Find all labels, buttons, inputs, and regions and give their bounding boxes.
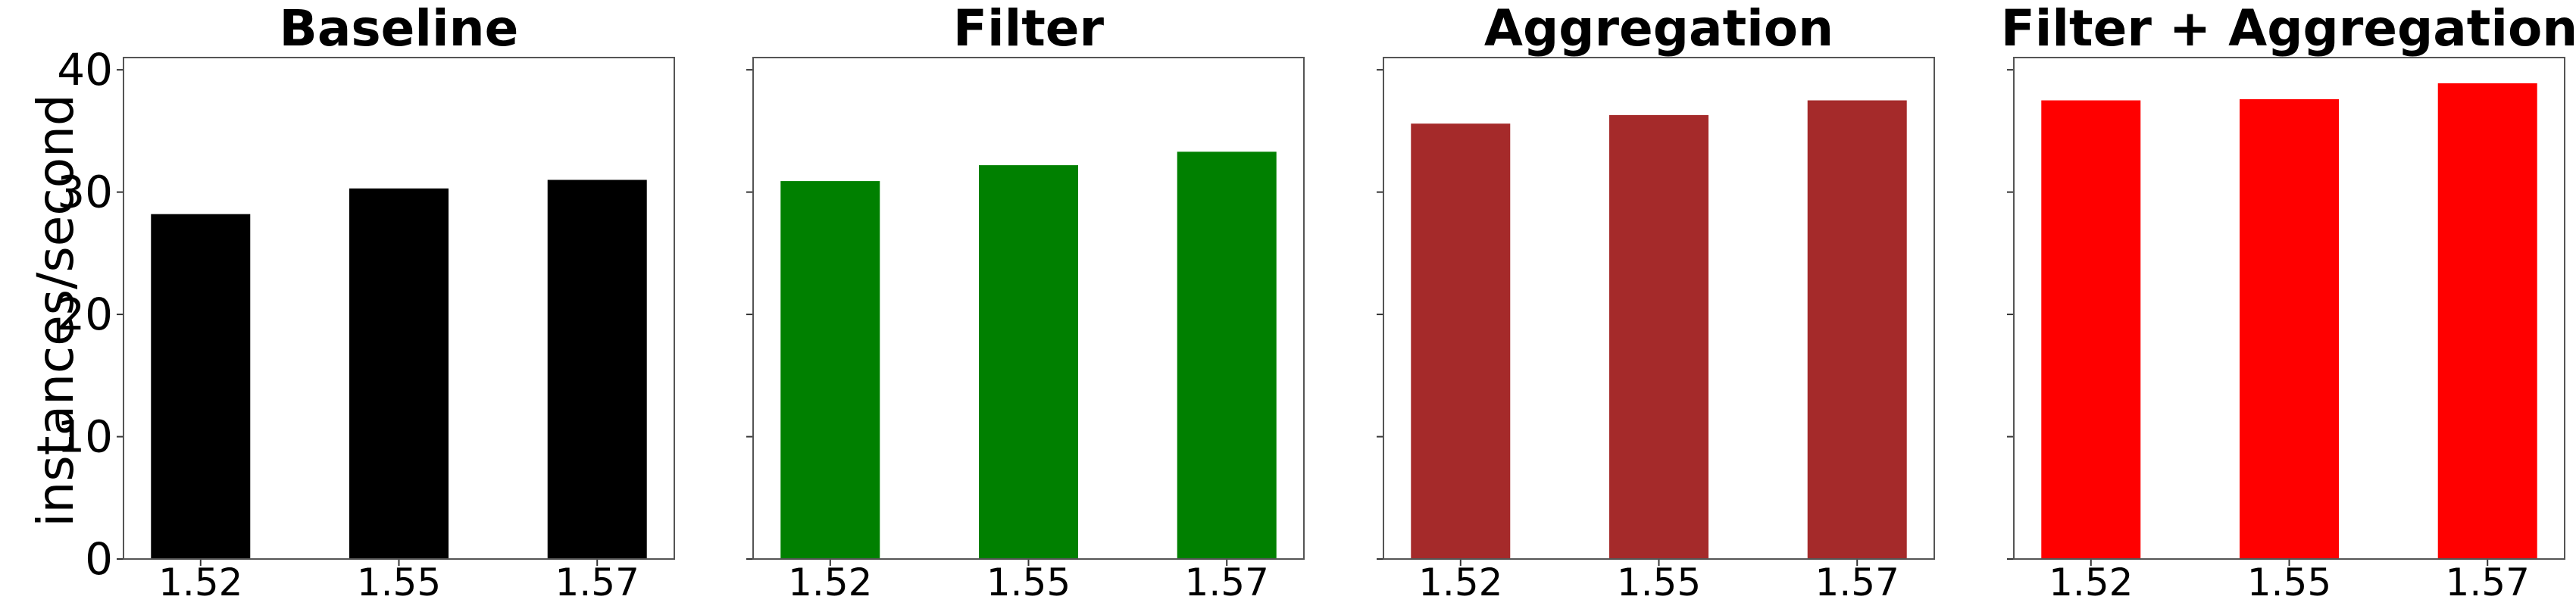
bar	[1609, 114, 1708, 559]
y-axis-label-group: instances/second	[27, 94, 85, 527]
panel-title: Aggregation	[1484, 0, 1834, 58]
plot-frame	[123, 57, 675, 560]
bar	[349, 188, 449, 559]
bar	[979, 165, 1078, 560]
x-tick-label: 1.57	[2446, 561, 2530, 604]
y-tick-label: 10	[57, 411, 113, 463]
y-tick-label: 0	[85, 533, 113, 585]
y-tick-label: 30	[57, 167, 113, 218]
chart-panel-1: Baseline 1.52 1.55 1.57 0 10 20 30 40	[57, 0, 675, 604]
bar	[151, 214, 251, 559]
x-tick-label: 1.52	[1418, 561, 1502, 604]
bar	[2041, 100, 2141, 559]
bar	[1807, 100, 1907, 559]
x-tick-label: 1.55	[2247, 561, 2331, 604]
panel-title: Filter + Aggregation	[2001, 0, 2576, 58]
x-tick-label: 1.57	[555, 561, 639, 604]
bar	[1177, 151, 1277, 559]
panel-title: Filter	[953, 0, 1105, 58]
bar	[2437, 83, 2537, 559]
bar	[547, 180, 647, 559]
panel-title: Baseline	[280, 0, 519, 58]
y-tick-label: 40	[57, 44, 113, 95]
x-tick-label: 1.52	[2049, 561, 2133, 604]
chart-panel-3: Aggregation 1.52 1.55 1.57	[1377, 0, 1935, 604]
x-tick-label: 1.55	[1617, 561, 1701, 604]
y-tick-label: 20	[57, 289, 113, 340]
chart-panel-4: Filter + Aggregation 1.52 1.55 1.57	[2001, 0, 2576, 604]
x-tick-label: 1.57	[1815, 561, 1899, 604]
plot-frame	[1383, 57, 1935, 560]
x-tick-label: 1.57	[1185, 561, 1269, 604]
chart-panel-2: Filter 1.52 1.55 1.57	[746, 0, 1305, 604]
plot-frame	[752, 57, 1305, 560]
plot-frame	[2013, 57, 2565, 560]
x-tick-label: 1.55	[986, 561, 1071, 604]
x-tick-label: 1.52	[788, 561, 872, 604]
x-tick-label: 1.55	[357, 561, 441, 604]
bar	[2240, 98, 2339, 559]
y-axis-label: instances/second	[27, 94, 85, 527]
bar	[1411, 123, 1511, 559]
bar	[780, 181, 880, 559]
x-tick-label: 1.52	[158, 561, 242, 604]
